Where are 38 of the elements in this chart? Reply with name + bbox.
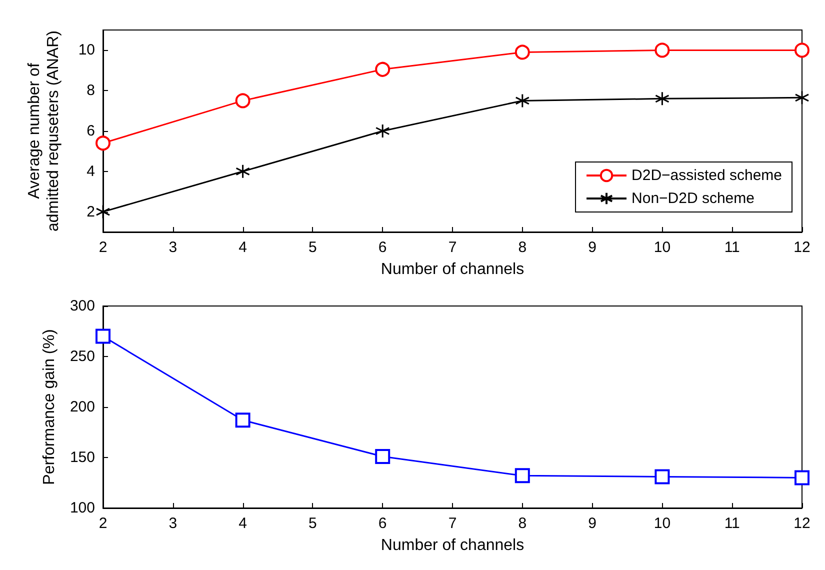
x-tick-label: 11 xyxy=(724,239,740,256)
y-tick-label: 2 xyxy=(86,203,95,220)
x-tick-label: 12 xyxy=(794,515,810,532)
x-tick-label: 9 xyxy=(588,239,596,256)
x-tick-label: 8 xyxy=(518,515,527,532)
x-tick-label: 10 xyxy=(654,515,671,532)
x-tick-label: 10 xyxy=(654,239,671,256)
x-tick-label: 2 xyxy=(98,515,108,532)
x-axis-title: Number of channels xyxy=(380,537,524,554)
y-tick-label: 250 xyxy=(70,348,95,365)
x-tick-label: 4 xyxy=(238,515,247,532)
y-tick-label: 6 xyxy=(86,122,95,140)
y-axis-title: Average number of admitted requseters (ANAR) xyxy=(26,30,62,232)
y-tick-label: 150 xyxy=(70,449,95,466)
x-tick-label: 3 xyxy=(168,239,178,256)
y-tick-label: 10 xyxy=(78,42,95,59)
x-tick-label: 4 xyxy=(238,239,247,256)
x-tick-label: 12 xyxy=(794,239,810,256)
y-tick-label: 8 xyxy=(86,82,95,100)
x-tick-label: 2 xyxy=(98,239,108,256)
x-tick-label: 5 xyxy=(308,515,317,532)
x-tick-label: 7 xyxy=(448,239,457,256)
y-tick-label: 100 xyxy=(70,500,95,516)
y-tick-label: 4 xyxy=(86,162,95,180)
x-tick-label: 8 xyxy=(518,239,527,256)
x-axis-title: Number of channels xyxy=(380,261,524,278)
x-tick-label: 11 xyxy=(724,515,740,532)
x-tick-label: 6 xyxy=(378,515,387,532)
x-tick-label: 6 xyxy=(378,239,387,256)
y-axis-title: Performance gain (%) xyxy=(41,329,58,485)
y-tick-label: 300 xyxy=(70,298,95,314)
x-tick-label: 3 xyxy=(168,515,178,532)
legend-label: D2D−assisted scheme xyxy=(632,167,782,184)
y-tick-label: 200 xyxy=(70,398,95,416)
x-tick-label: 7 xyxy=(448,515,457,532)
legend-label: Non−D2D scheme xyxy=(632,190,754,207)
x-tick-label: 9 xyxy=(588,515,596,532)
x-tick-label: 5 xyxy=(308,239,317,256)
